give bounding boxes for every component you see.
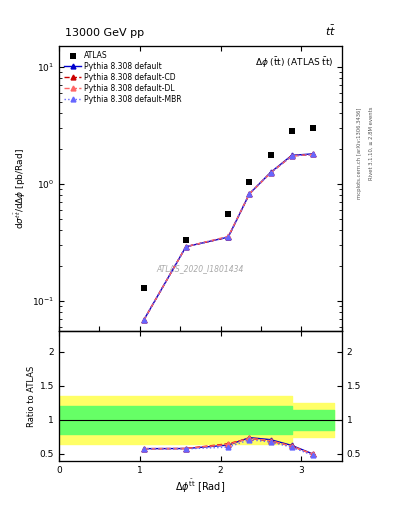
Y-axis label: Ratio to ATLAS: Ratio to ATLAS [27, 366, 35, 426]
Line: ATLAS: ATLAS [140, 125, 316, 291]
ATLAS [226, 210, 231, 217]
Text: $t\bar{t}$: $t\bar{t}$ [325, 24, 336, 37]
Pythia 8.308 default-CD [247, 191, 252, 197]
Pythia 8.308 default-CD [268, 170, 273, 176]
X-axis label: $\Delta\phi^{\bar{\mathrm{t}}\mathrm{t}}$ [Rad]: $\Delta\phi^{\bar{\mathrm{t}}\mathrm{t}}… [175, 477, 226, 495]
Text: Rivet 3.1.10, ≥ 2.8M events: Rivet 3.1.10, ≥ 2.8M events [369, 106, 374, 180]
Pythia 8.308 default-CD [226, 234, 231, 240]
Pythia 8.308 default-MBR [247, 191, 252, 197]
ATLAS [268, 152, 273, 158]
Text: 13000 GeV pp: 13000 GeV pp [64, 28, 144, 37]
Pythia 8.308 default-DL [310, 152, 315, 158]
Line: Pythia 8.308 default-DL: Pythia 8.308 default-DL [141, 152, 316, 323]
ATLAS [184, 238, 188, 244]
Pythia 8.308 default-CD [184, 244, 188, 250]
Line: Pythia 8.308 default: Pythia 8.308 default [141, 152, 316, 323]
Line: Pythia 8.308 default-CD: Pythia 8.308 default-CD [141, 152, 316, 323]
Pythia 8.308 default [141, 317, 146, 324]
Pythia 8.308 default-CD [289, 153, 294, 159]
ATLAS [289, 129, 294, 135]
Pythia 8.308 default-CD [310, 152, 315, 158]
Pythia 8.308 default-MBR [310, 152, 315, 158]
Pythia 8.308 default-MBR [184, 244, 188, 250]
Pythia 8.308 default-DL [247, 191, 252, 197]
Text: ATLAS_2020_I1801434: ATLAS_2020_I1801434 [157, 264, 244, 273]
Legend: ATLAS, Pythia 8.308 default, Pythia 8.308 default-CD, Pythia 8.308 default-DL, P: ATLAS, Pythia 8.308 default, Pythia 8.30… [63, 50, 183, 105]
ATLAS [310, 125, 315, 131]
Pythia 8.308 default-DL [184, 244, 188, 250]
Pythia 8.308 default-MBR [268, 170, 273, 176]
ATLAS [141, 285, 146, 291]
Pythia 8.308 default [226, 234, 231, 240]
Pythia 8.308 default [289, 152, 294, 158]
Pythia 8.308 default [184, 244, 188, 250]
Pythia 8.308 default-CD [141, 317, 146, 324]
Pythia 8.308 default-MBR [141, 317, 146, 324]
Pythia 8.308 default-DL [141, 317, 146, 324]
Pythia 8.308 default-DL [268, 170, 273, 176]
Pythia 8.308 default [268, 169, 273, 176]
Line: Pythia 8.308 default-MBR: Pythia 8.308 default-MBR [141, 152, 316, 323]
Text: $\Delta\phi$ ($\bar{\mathrm{t}}$t) (ATLAS $\bar{\mathrm{t}}$t): $\Delta\phi$ ($\bar{\mathrm{t}}$t) (ATLA… [255, 55, 333, 70]
Pythia 8.308 default-DL [226, 233, 231, 240]
Pythia 8.308 default [310, 151, 315, 157]
Pythia 8.308 default-MBR [289, 153, 294, 159]
Text: mcplots.cern.ch [arXiv:1306.3436]: mcplots.cern.ch [arXiv:1306.3436] [357, 108, 362, 199]
Y-axis label: $\mathrm{d}\sigma^{t\bar{t}}/\mathrm{d}\Delta\phi$ [pb/Rad]: $\mathrm{d}\sigma^{t\bar{t}}/\mathrm{d}\… [12, 148, 28, 229]
ATLAS [247, 179, 252, 185]
Pythia 8.308 default [247, 191, 252, 197]
Pythia 8.308 default-MBR [226, 234, 231, 240]
Pythia 8.308 default-DL [289, 153, 294, 159]
